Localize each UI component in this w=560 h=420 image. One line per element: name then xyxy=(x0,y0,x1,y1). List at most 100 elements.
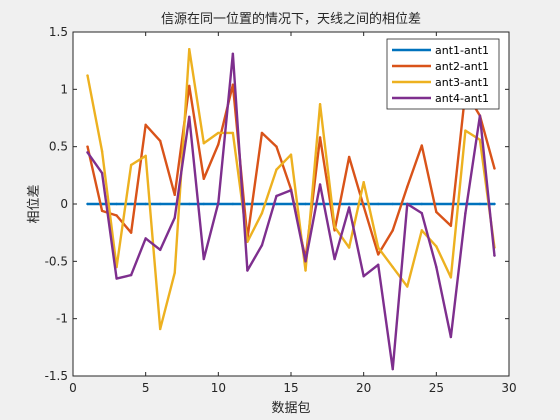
data-point-ant1-ant1-12 xyxy=(246,202,249,206)
data-point-ant3-ant1-1 xyxy=(86,74,89,77)
data-point-ant3-ant1-2 xyxy=(100,150,104,153)
data-point-ant1-ant1-18 xyxy=(333,202,336,206)
data-point-ant4-ant1-5 xyxy=(144,237,147,240)
data-point-ant4-ant1-2 xyxy=(100,171,104,175)
data-point-ant4-ant1-12 xyxy=(246,269,249,272)
data-point-ant4-ant1-27 xyxy=(464,211,467,215)
data-point-ant4-ant1-14 xyxy=(275,194,278,198)
data-point-ant4-ant1-18 xyxy=(333,257,336,261)
data-point-ant3-ant1-24 xyxy=(420,229,423,232)
data-point-ant3-ant1-7 xyxy=(173,271,176,274)
y-tick-label: -1 xyxy=(56,312,68,326)
data-point-ant3-ant1-4 xyxy=(129,163,133,167)
data-point-ant3-ant1-19 xyxy=(347,246,351,249)
data-point-ant2-ant1-25 xyxy=(435,210,438,214)
data-point-ant2-ant1-1 xyxy=(86,145,89,148)
data-point-ant1-ant1-4 xyxy=(129,202,133,206)
data-point-ant4-ant1-15 xyxy=(289,189,293,192)
y-axis-title: 相位差 xyxy=(27,184,42,223)
data-point-ant4-ant1-11 xyxy=(231,52,235,55)
data-point-ant3-ant1-16 xyxy=(304,269,307,272)
legend-label-ant2-ant1: ant2-ant1 xyxy=(435,60,489,73)
data-point-ant4-ant1-7 xyxy=(173,216,176,219)
data-point-ant4-ant1-21 xyxy=(377,263,380,266)
data-point-ant4-ant1-16 xyxy=(304,260,307,263)
data-point-ant2-ant1-2 xyxy=(100,209,104,213)
data-point-ant2-ant1-22 xyxy=(391,229,394,232)
data-point-ant3-ant1-28 xyxy=(478,138,482,141)
data-point-ant1-ant1-8 xyxy=(188,202,191,206)
data-point-ant3-ant1-26 xyxy=(449,276,453,279)
data-point-ant3-ant1-23 xyxy=(406,285,409,288)
legend-label-ant1-ant1: ant1-ant1 xyxy=(435,44,489,57)
data-point-ant4-ant1-29 xyxy=(493,254,496,257)
data-point-ant4-ant1-1 xyxy=(86,151,89,154)
data-point-ant3-ant1-11 xyxy=(231,131,235,135)
legend: ant1-ant1 ant2-ant1 ant3-ant1 ant4-ant1 xyxy=(386,38,500,110)
data-point-ant4-ant1-26 xyxy=(449,335,453,339)
data-point-ant2-ant1-17 xyxy=(318,136,322,139)
data-point-ant3-ant1-25 xyxy=(435,245,438,248)
data-point-ant1-ant1-15 xyxy=(289,202,293,206)
x-tick-label: 20 xyxy=(356,381,371,395)
data-point-ant2-ant1-14 xyxy=(275,145,278,148)
legend-label-ant3-ant1: ant3-ant1 xyxy=(435,76,489,89)
data-point-ant3-ant1-14 xyxy=(275,168,278,171)
data-point-ant2-ant1-24 xyxy=(420,144,423,147)
data-point-ant4-ant1-24 xyxy=(420,211,423,215)
y-tick-label: 1 xyxy=(60,82,68,96)
ticks-layer: 0 5 10 15 20 25 30 -1.5 -1 -0.5 0 0.5 1 1.5 xyxy=(45,25,517,395)
data-point-ant1-ant1-21 xyxy=(377,202,380,206)
data-point-ant2-ant1-20 xyxy=(362,205,365,208)
y-tick-label: 0 xyxy=(60,197,68,211)
data-point-ant1-ant1-7 xyxy=(173,202,176,206)
data-point-ant2-ant1-23 xyxy=(406,185,409,188)
data-point-ant2-ant1-10 xyxy=(217,143,220,146)
data-point-ant1-ant1-19 xyxy=(347,202,351,206)
data-point-ant3-ant1-10 xyxy=(217,131,220,135)
data-point-ant3-ant1-20 xyxy=(362,181,365,184)
data-point-ant2-ant1-11 xyxy=(231,83,235,86)
x-tick-label: 0 xyxy=(69,381,77,395)
data-point-ant3-ant1-5 xyxy=(144,154,147,158)
data-point-ant3-ant1-9 xyxy=(202,142,205,145)
data-point-ant2-ant1-3 xyxy=(115,214,118,217)
data-point-ant1-ant1-29 xyxy=(493,202,496,206)
data-point-ant3-ant1-17 xyxy=(318,103,322,106)
data-point-ant1-ant1-5 xyxy=(144,202,147,206)
data-point-ant2-ant1-4 xyxy=(129,231,133,234)
data-point-ant3-ant1-6 xyxy=(159,327,162,331)
data-point-ant4-ant1-9 xyxy=(202,257,205,261)
legend-label-ant4-ant1: ant4-ant1 xyxy=(435,92,489,105)
data-point-ant2-ant1-29 xyxy=(493,167,496,170)
x-tick-label: 15 xyxy=(283,381,298,395)
data-point-ant4-ant1-4 xyxy=(129,273,133,277)
data-point-ant1-ant1-16 xyxy=(304,202,307,206)
data-point-ant2-ant1-8 xyxy=(188,84,191,88)
data-point-ant3-ant1-12 xyxy=(246,240,249,244)
data-point-ant2-ant1-5 xyxy=(144,123,147,127)
x-axis-title: 数据包 xyxy=(271,401,310,416)
data-point-ant1-ant1-6 xyxy=(159,202,162,206)
data-point-ant4-ant1-13 xyxy=(260,244,264,247)
chart-title: 信源在同一位置的情况下，天线之间的相位差 xyxy=(161,11,421,27)
data-point-ant1-ant1-13 xyxy=(260,202,264,206)
y-tick-label: 1.5 xyxy=(49,25,68,39)
x-tick-label: 30 xyxy=(501,381,516,395)
y-tick-label: -1.5 xyxy=(45,369,68,383)
data-point-ant4-ant1-28 xyxy=(478,114,482,117)
data-point-ant4-ant1-19 xyxy=(347,206,351,209)
data-point-ant3-ant1-21 xyxy=(377,246,380,249)
data-point-ant1-ant1-28 xyxy=(478,202,482,206)
data-point-ant1-ant1-1 xyxy=(86,202,89,206)
data-point-ant4-ant1-25 xyxy=(435,265,438,269)
x-tick-label: 25 xyxy=(429,381,444,395)
data-point-ant3-ant1-27 xyxy=(464,129,467,132)
data-point-ant3-ant1-22 xyxy=(391,265,394,269)
data-point-ant2-ant1-6 xyxy=(159,139,162,143)
data-point-ant2-ant1-13 xyxy=(260,131,264,135)
data-point-ant3-ant1-8 xyxy=(188,48,191,51)
data-point-ant1-ant1-9 xyxy=(202,202,205,206)
